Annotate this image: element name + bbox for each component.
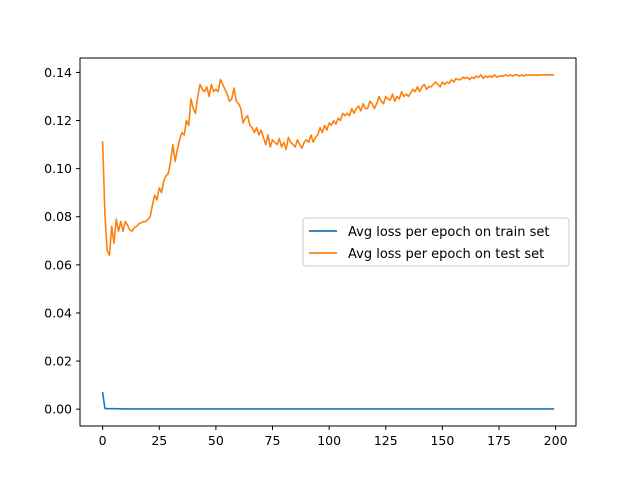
series-line-test (101, 74, 555, 257)
y-tick-label: 0.14 (44, 65, 72, 80)
y-axis: 0.00 0.02 0.04 0.06 0.08 0.10 0.12 0.14 (44, 65, 80, 417)
x-axis: 0 25 50 75 100 125 150 175 200 (99, 426, 568, 448)
legend: Avg loss per epoch on train set Avg loss… (302, 217, 570, 267)
y-tick-label: 0.08 (44, 209, 72, 224)
plot-area-border (79, 57, 577, 427)
y-tick-label: 0.02 (44, 354, 72, 369)
x-tick-label: 150 (430, 433, 454, 448)
legend-frame (302, 217, 570, 267)
axes-frame (79, 57, 577, 427)
x-tick-label: 0 (99, 433, 107, 448)
y-tick-label: 0.06 (44, 257, 72, 272)
y-tick-label: 0.04 (44, 305, 72, 320)
x-tick-label: 75 (265, 433, 281, 448)
y-tick-label: 0.00 (44, 402, 72, 417)
x-tick-label: 100 (317, 433, 341, 448)
legend-label-test: Avg loss per epoch on test set (348, 247, 544, 262)
x-tick-label: 50 (208, 433, 224, 448)
x-tick-label: 125 (374, 433, 398, 448)
series-layer (101, 74, 555, 410)
x-tick-label: 25 (151, 433, 167, 448)
y-tick-label: 0.12 (44, 113, 72, 128)
x-tick-label: 175 (487, 433, 511, 448)
x-tick-label: 200 (544, 433, 568, 448)
legend-label-train: Avg loss per epoch on train set (348, 225, 550, 240)
series-line-train (101, 391, 555, 410)
y-tick-label: 0.10 (44, 161, 72, 176)
